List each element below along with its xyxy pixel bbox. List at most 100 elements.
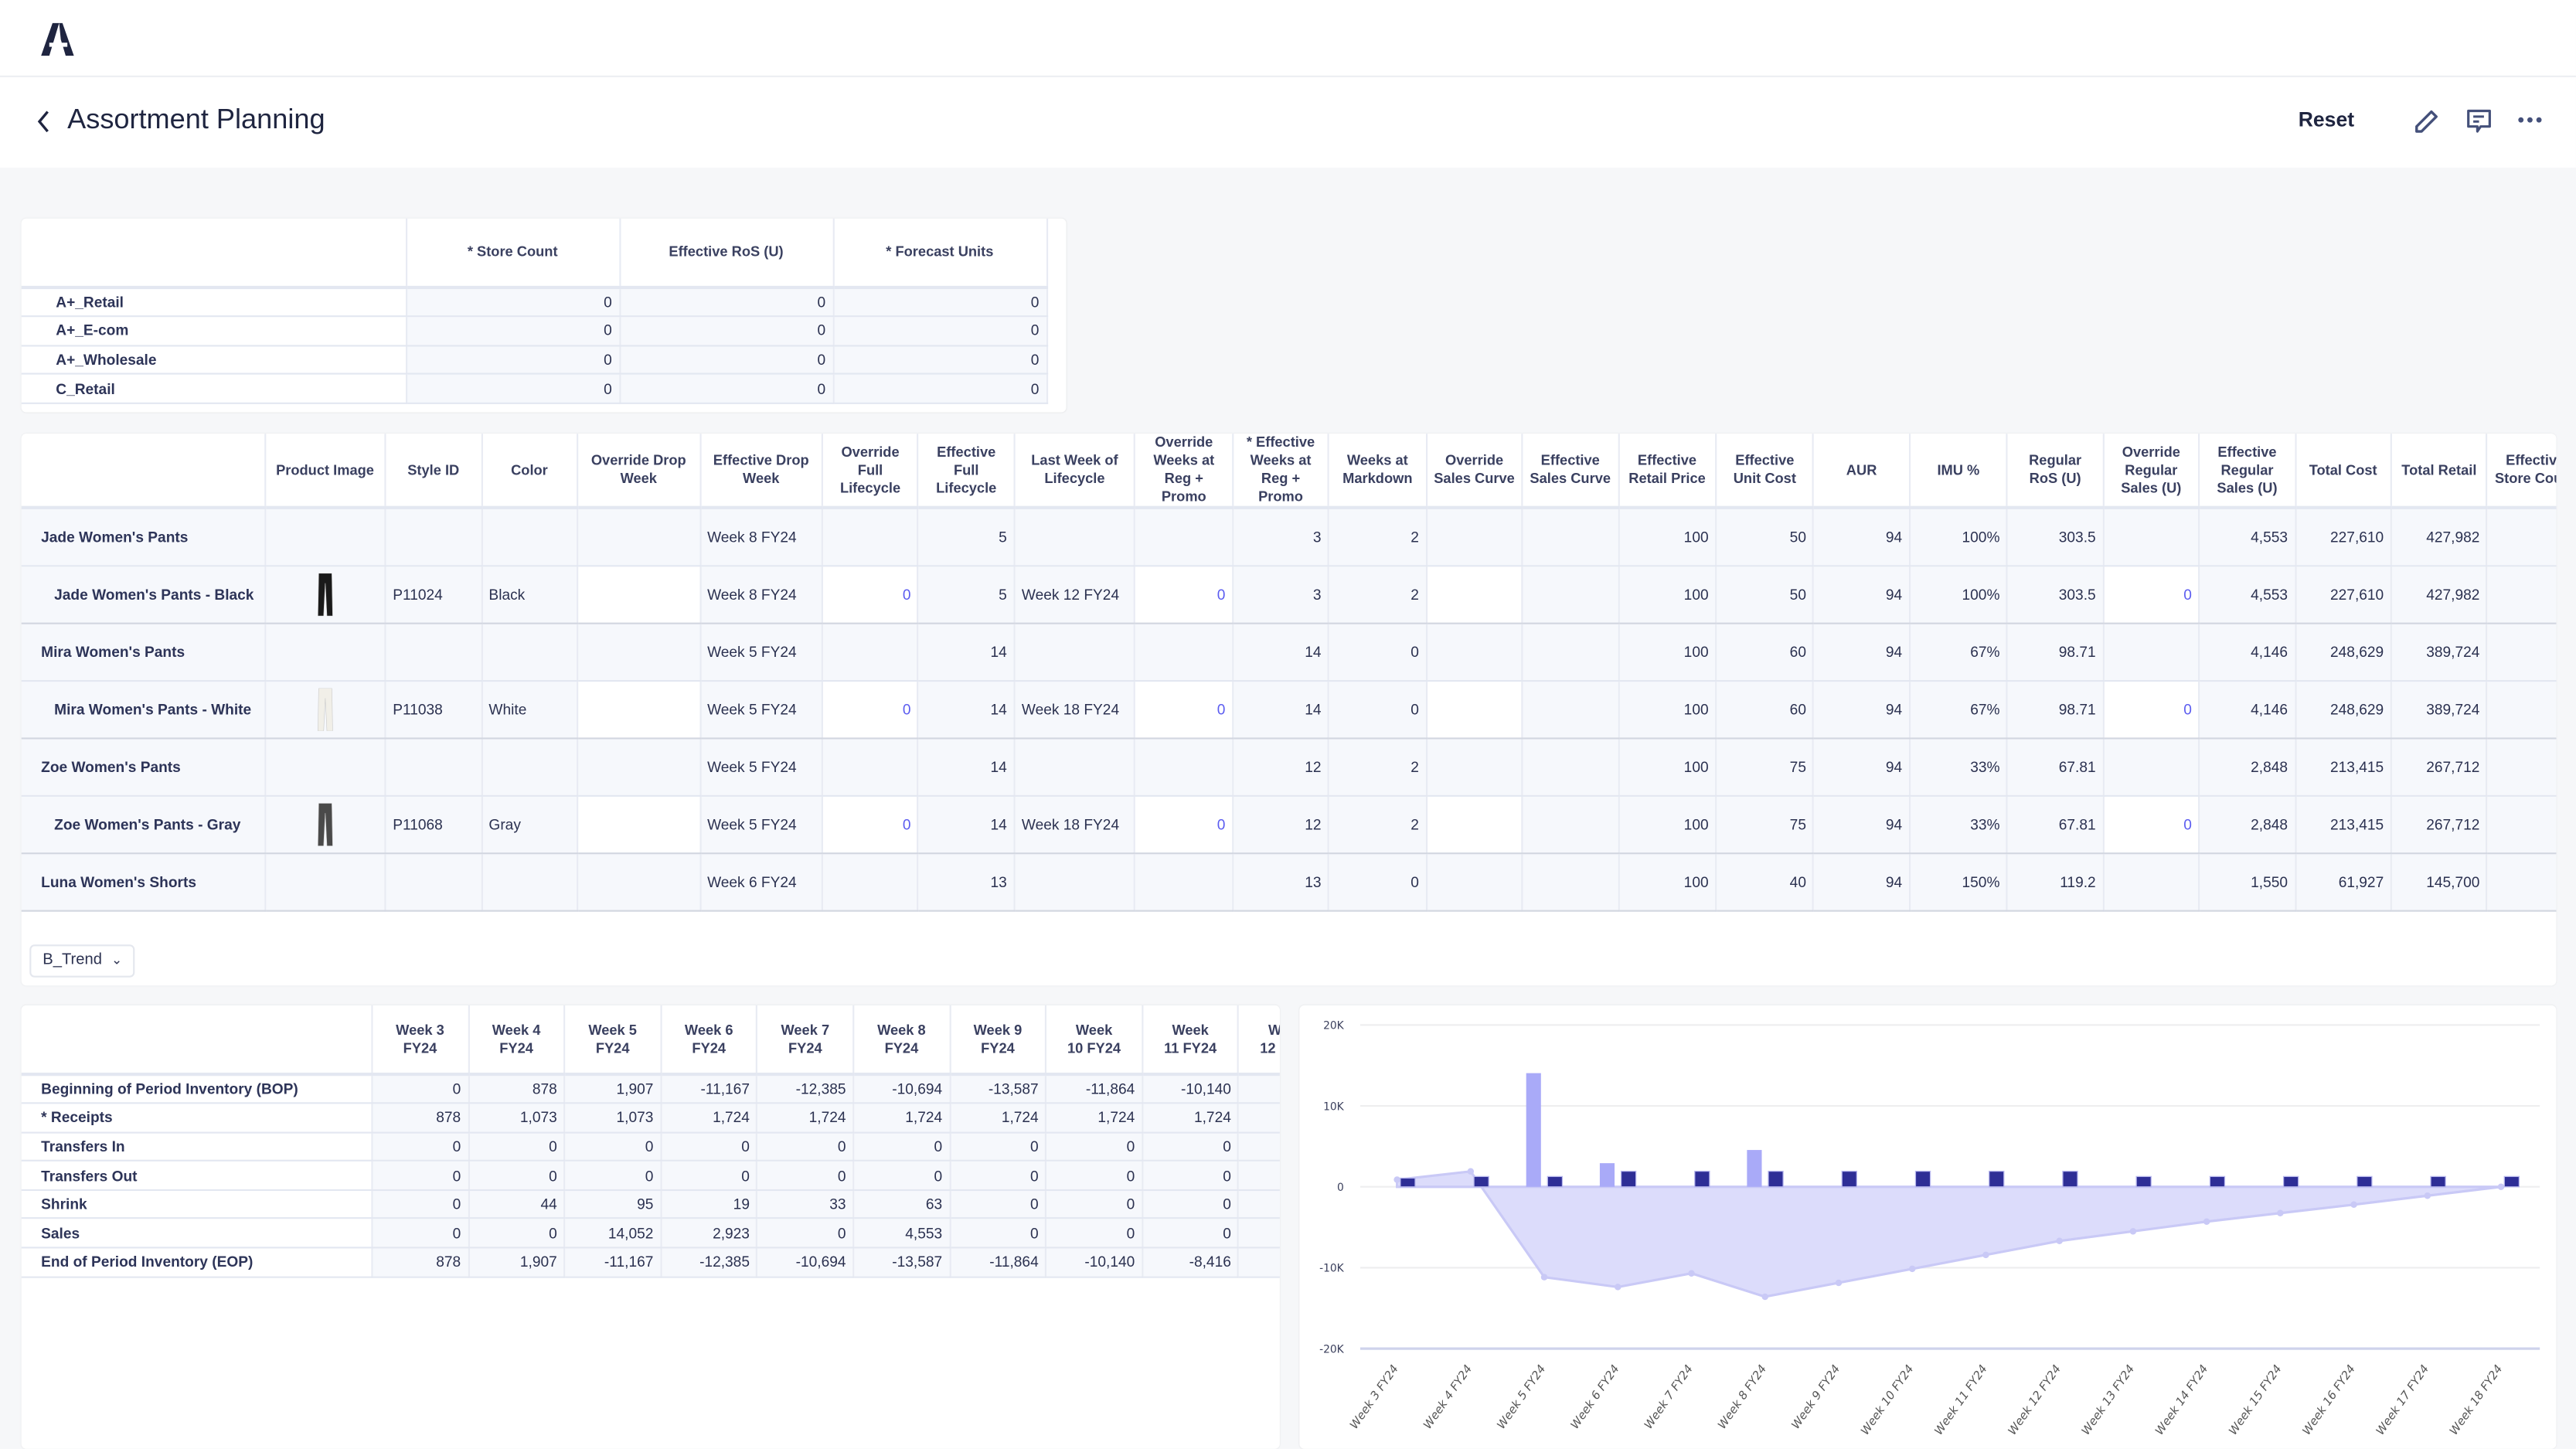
- table-row[interactable]: Mira Women's Pants - White P11038 White Wee…: [21, 679, 2557, 739]
- cell-weeks-at-markdown: 2: [1329, 794, 1428, 854]
- cell-week-9-fy24: 0: [949, 1219, 1047, 1249]
- cell-override-drop-week[interactable]: [577, 679, 701, 739]
- more-icon[interactable]: [2516, 115, 2543, 125]
- cell-effective-ros-u[interactable]: 0: [619, 287, 834, 318]
- cell-imu: 67%: [1909, 679, 2009, 739]
- row-label[interactable]: Zoe Women's Pants - Gray: [21, 794, 266, 854]
- cell-week-9-fy24: 0: [949, 1161, 1047, 1191]
- row-label[interactable]: Mira Women's Pants - White: [21, 679, 266, 739]
- table-row[interactable]: Jade Women's Pants - Black P11024 Black Wee…: [21, 565, 2557, 624]
- column-header-override-regular-sales-u[interactable]: Override Regular Sales (U): [2103, 434, 2200, 509]
- cell-override-drop-week: [577, 622, 701, 682]
- cell-override-sales-curve[interactable]: [1426, 794, 1523, 854]
- comment-icon[interactable]: [2466, 108, 2493, 134]
- cell-store-count[interactable]: 0: [406, 345, 621, 376]
- column-header-effective-retail-price[interactable]: Effective Retail Price: [1618, 434, 1717, 509]
- cell-forecast-units[interactable]: 0: [832, 374, 1048, 404]
- cell-week-7-fy24[interactable]: 1,724: [757, 1103, 855, 1133]
- product-table-card: Product Image Style ID Color Override Drop …: [21, 434, 2557, 986]
- header-blank: [21, 218, 407, 290]
- cell-override-full-lifecycle[interactable]: 0: [822, 679, 920, 739]
- column-header-override-sales-curve[interactable]: Override Sales Curve: [1426, 434, 1523, 509]
- row-label[interactable]: Luna Women's Shorts: [21, 852, 266, 911]
- cell-effective-ros-u[interactable]: 0: [619, 345, 834, 376]
- cell-week-11-fy24[interactable]: 1,724: [1142, 1103, 1240, 1133]
- cell-last-week-of-lifecycle: Week 18 FY24: [1014, 679, 1136, 739]
- column-header-last-week-of-lifecycle[interactable]: Last Week of Lifecycle: [1014, 434, 1136, 509]
- cell-week-5-fy24[interactable]: 1,073: [564, 1103, 662, 1133]
- cell-forecast-units[interactable]: 0: [832, 345, 1048, 376]
- column-header-aur[interactable]: AUR: [1813, 434, 1911, 509]
- reset-button[interactable]: Reset: [2298, 108, 2355, 132]
- cell-week-10-fy24[interactable]: 1,724: [1046, 1103, 1143, 1133]
- cell-week-12-fy24[interactable]: [1238, 1103, 1280, 1133]
- cell-week-6-fy24[interactable]: 1,724: [660, 1103, 758, 1133]
- column-header-imu[interactable]: IMU %: [1909, 434, 2009, 509]
- cell-week-8-fy24[interactable]: 1,724: [853, 1103, 951, 1133]
- cell-store-count[interactable]: 0: [406, 287, 621, 318]
- table-row[interactable]: Jade Women's Pants Week 8 FY24 5 3 2 100 50 94 1…: [21, 507, 2557, 566]
- cell-week-3-fy24[interactable]: 878: [372, 1103, 469, 1133]
- row-label[interactable]: Jade Women's Pants - Black: [21, 565, 266, 624]
- table-row[interactable]: Zoe Women's Pants Week 5 FY24 14 12 2 100 75 94…: [21, 737, 2557, 796]
- column-header-product-image[interactable]: Product Image: [264, 434, 386, 509]
- column-header-total-retail[interactable]: Total Retail: [2391, 434, 2489, 509]
- row-label[interactable]: Zoe Women's Pants: [21, 737, 266, 796]
- cell-week-4-fy24[interactable]: 1,073: [468, 1103, 566, 1133]
- column-header-style-id[interactable]: Style ID: [385, 434, 482, 509]
- cell-store-count[interactable]: 0: [406, 374, 621, 404]
- column-header-effective-regular-sales-u[interactable]: Effective Regular Sales (U): [2199, 434, 2296, 509]
- cell-week-5-fy24: 0: [564, 1131, 662, 1162]
- cell-override-regular-sales-u[interactable]: 0: [2103, 565, 2200, 624]
- y-tick-label: 10K: [1323, 1100, 1345, 1113]
- table-row: * Receipts 878 1,073 1,073 1,724 1,724 1,724 1,…: [21, 1103, 1280, 1133]
- cell-override-weeks-at-reg-promo[interactable]: 0: [1135, 794, 1234, 854]
- page-title: Assortment Planning: [67, 103, 325, 135]
- column-header-effective-unit-cost[interactable]: Effective Unit Cost: [1716, 434, 1815, 509]
- cell-forecast-units[interactable]: 0: [832, 316, 1048, 346]
- table-row[interactable]: Luna Women's Shorts Week 6 FY24 13 13 0 100 40…: [21, 852, 2557, 911]
- column-header-effective-full-lifecycle[interactable]: Effective Full Lifecycle: [918, 434, 1016, 509]
- column-header-effective-sales-curve[interactable]: Effective Sales Curve: [1522, 434, 1619, 509]
- cell-effective-full-lifecycle: 14: [918, 679, 1016, 739]
- column-header-override-weeks-at-reg-promo[interactable]: Override Weeks at Reg + Promo: [1135, 434, 1234, 509]
- cell-override-weeks-at-reg-promo[interactable]: 0: [1135, 565, 1234, 624]
- column-header-weeks-at-markdown[interactable]: Weeks at Markdown: [1329, 434, 1428, 509]
- cell-effective-ros-u[interactable]: 0: [619, 374, 834, 404]
- column-header-effective-drop-week[interactable]: Effective Drop Week: [699, 434, 824, 509]
- cell-override-weeks-at-reg-promo[interactable]: 0: [1135, 679, 1234, 739]
- cell-override-full-lifecycle[interactable]: 0: [822, 794, 920, 854]
- column-header-effective-store-count[interactable]: Effective Store Count: [2486, 434, 2557, 509]
- cell-effective-ros-u[interactable]: 0: [619, 316, 834, 346]
- cell-store-count[interactable]: 0: [406, 316, 621, 346]
- column-header-total-cost[interactable]: Total Cost: [2295, 434, 2392, 509]
- pencil-icon[interactable]: [2414, 108, 2440, 134]
- table-row[interactable]: Mira Women's Pants Week 5 FY24 14 14 0 100 60 9…: [21, 622, 2557, 682]
- cell-week-11-fy24: -10,140: [1142, 1074, 1240, 1104]
- cell-imu: 100%: [1909, 565, 2009, 624]
- cell-override-regular-sales-u[interactable]: 0: [2103, 679, 2200, 739]
- column-header-effective-weeks-at-reg-promo[interactable]: * Effective Weeks at Reg + Promo: [1232, 434, 1330, 509]
- table-row[interactable]: Zoe Women's Pants - Gray P11068 Gray Week 5…: [21, 794, 2557, 854]
- scenario-dropdown[interactable]: B_Trend ⌄: [29, 944, 136, 978]
- row-label[interactable]: Jade Women's Pants: [21, 507, 266, 566]
- cell-week-9-fy24[interactable]: 1,724: [949, 1103, 1047, 1133]
- cell-override-drop-week[interactable]: [577, 794, 701, 854]
- cell-week-8-fy24: 4,553: [853, 1219, 951, 1249]
- cell-override-full-lifecycle: [822, 852, 920, 911]
- row-label[interactable]: Mira Women's Pants: [21, 622, 266, 682]
- column-header-override-drop-week[interactable]: Override Drop Week: [577, 434, 701, 509]
- back-chevron-icon[interactable]: [36, 110, 53, 133]
- cell-override-full-lifecycle[interactable]: 0: [822, 565, 920, 624]
- cell-total-cost: 61,927: [2295, 852, 2392, 911]
- column-header-override-full-lifecycle[interactable]: Override Full Lifecycle: [822, 434, 920, 509]
- column-header-regular-ros-u[interactable]: Regular RoS (U): [2007, 434, 2105, 509]
- column-header-color[interactable]: Color: [481, 434, 579, 509]
- app-logo[interactable]: [39, 22, 76, 56]
- cell-override-sales-curve[interactable]: [1426, 679, 1523, 739]
- cell-override-drop-week[interactable]: [577, 565, 701, 624]
- cell-forecast-units[interactable]: 0: [832, 287, 1048, 318]
- cell-override-regular-sales-u[interactable]: 0: [2103, 794, 2200, 854]
- cell-override-sales-curve[interactable]: [1426, 565, 1523, 624]
- cell-override-full-lifecycle: [822, 737, 920, 796]
